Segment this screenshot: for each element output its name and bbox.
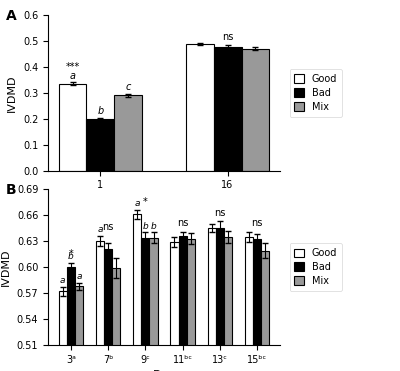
Bar <box>170 242 178 371</box>
Bar <box>216 228 224 371</box>
Bar <box>114 95 142 171</box>
Bar <box>214 46 242 171</box>
Text: a: a <box>60 276 65 285</box>
Legend: Good, Bad, Mix: Good, Bad, Mix <box>290 69 342 116</box>
Bar <box>58 291 67 371</box>
X-axis label: Day: Day <box>153 370 175 371</box>
Text: ns: ns <box>252 218 263 228</box>
Bar <box>245 237 253 371</box>
Bar <box>58 84 86 171</box>
Text: ns: ns <box>214 208 226 218</box>
Bar <box>104 249 112 371</box>
Bar <box>86 119 114 171</box>
Text: b: b <box>142 222 148 231</box>
Bar <box>67 267 75 371</box>
Bar <box>224 237 232 371</box>
Text: ***: *** <box>65 62 80 72</box>
X-axis label: Day: Day <box>153 196 175 206</box>
Text: b: b <box>68 252 74 261</box>
Text: c: c <box>126 82 131 92</box>
Bar <box>75 286 83 371</box>
Bar <box>150 238 158 371</box>
Text: a: a <box>70 70 76 81</box>
Bar <box>261 251 270 371</box>
Text: a: a <box>97 225 103 234</box>
Legend: Good, Bad, Mix: Good, Bad, Mix <box>290 243 342 291</box>
Text: A: A <box>6 9 17 23</box>
Text: ns: ns <box>222 32 233 42</box>
Text: ns: ns <box>102 223 114 233</box>
Text: *: * <box>68 249 73 259</box>
Bar <box>96 241 104 371</box>
Text: b: b <box>151 222 156 231</box>
Bar <box>253 239 261 371</box>
Text: *: * <box>143 197 148 207</box>
Bar <box>208 228 216 371</box>
Bar <box>187 239 195 371</box>
Text: B: B <box>6 183 17 197</box>
Text: ns: ns <box>177 218 188 228</box>
Bar <box>186 44 214 171</box>
Y-axis label: IVDMD: IVDMD <box>7 74 17 112</box>
Bar <box>242 49 270 171</box>
Bar <box>133 214 141 371</box>
Text: a: a <box>76 272 82 281</box>
Y-axis label: IVDMD: IVDMD <box>1 248 11 286</box>
Bar <box>112 268 120 371</box>
Text: b: b <box>97 106 104 116</box>
Bar <box>141 238 150 371</box>
Text: a: a <box>134 199 140 208</box>
Bar <box>178 236 187 371</box>
